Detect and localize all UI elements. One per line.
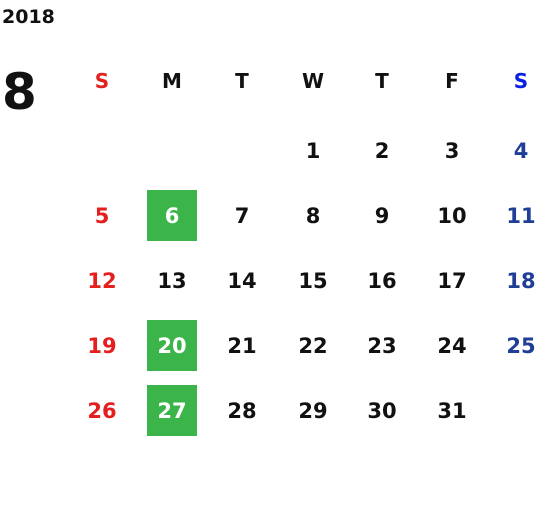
- weekday-label: F: [445, 69, 459, 93]
- day-number: 30: [367, 399, 396, 423]
- day-number: 12: [87, 269, 116, 293]
- day-number: 3: [445, 139, 460, 163]
- day-number: 5: [95, 204, 110, 228]
- day-number: 13: [157, 269, 186, 293]
- day-number: 4: [514, 139, 529, 163]
- highlight: [147, 320, 197, 371]
- day-number: 6: [165, 204, 180, 228]
- day-number: 9: [375, 204, 390, 228]
- day-number: 11: [506, 204, 535, 228]
- day-number: 26: [87, 399, 116, 423]
- day-number: 20: [157, 334, 186, 358]
- weekday-label: T: [235, 69, 249, 93]
- day-number: 31: [437, 399, 466, 423]
- year: 2018: [2, 6, 55, 28]
- highlight: [147, 385, 197, 436]
- day-number: 8: [306, 204, 321, 228]
- day-number: 2: [375, 139, 390, 163]
- highlight: [147, 190, 197, 241]
- day-number: 27: [157, 399, 186, 423]
- day-number: 16: [367, 269, 396, 293]
- day-number: 1: [306, 139, 321, 163]
- day-number: 17: [437, 269, 466, 293]
- day-number: 14: [227, 269, 256, 293]
- day-number: 24: [437, 334, 466, 358]
- day-number: 23: [367, 334, 396, 358]
- day-number: 10: [437, 204, 466, 228]
- day-number: 21: [227, 334, 256, 358]
- day-number: 7: [235, 204, 250, 228]
- weekday-label: T: [375, 69, 389, 93]
- day-number: 29: [298, 399, 327, 423]
- day-number: 19: [87, 334, 116, 358]
- month: 8: [2, 63, 37, 121]
- weekday-label: S: [514, 69, 528, 93]
- day-number: 15: [298, 269, 327, 293]
- weekday-label: W: [302, 69, 324, 93]
- weekday-label: M: [162, 69, 182, 93]
- day-number: 22: [298, 334, 327, 358]
- day-number: 18: [506, 269, 535, 293]
- day-number: 25: [506, 334, 535, 358]
- day-number: 28: [227, 399, 256, 423]
- weekday-label: S: [95, 69, 109, 93]
